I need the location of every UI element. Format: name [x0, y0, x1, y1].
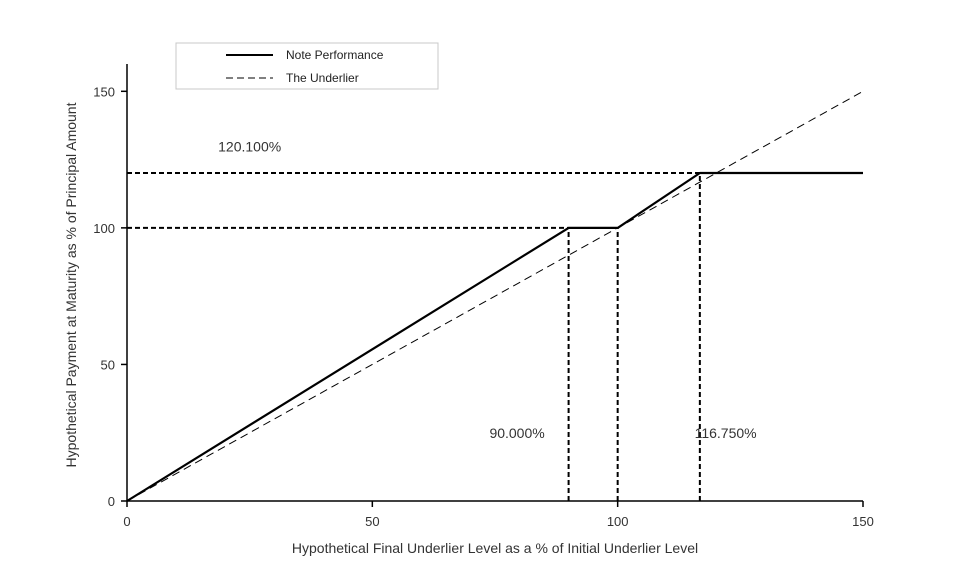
- legend-label-the-underlier: The Underlier: [286, 71, 359, 85]
- y-tick-label: 150: [93, 84, 115, 99]
- x-tick-label: 150: [852, 514, 874, 529]
- series-line-0: [126, 171, 863, 502]
- x-tick-label: 0: [123, 514, 130, 529]
- y-tick-label: 100: [93, 221, 115, 236]
- annotation-2: 116.750%: [695, 425, 757, 441]
- x-tick-label: 50: [365, 514, 379, 529]
- y-axis-title: Hypothetical Payment at Maturity as % of…: [63, 102, 79, 467]
- x-tick-label: 100: [607, 514, 629, 529]
- y-tick-label: 50: [101, 357, 115, 372]
- y-tick-label: 0: [108, 494, 115, 509]
- legend-box: [175, 42, 439, 90]
- annotation-0: 120.100%: [218, 138, 281, 154]
- annotation-1: 90.000%: [489, 425, 544, 441]
- x-axis-title: Hypothetical Final Underlier Level as a …: [292, 540, 698, 556]
- legend: Note Performance The Underlier: [175, 42, 439, 90]
- series-line-1: [126, 90, 864, 502]
- legend-label-note-performance: Note Performance: [286, 48, 384, 62]
- plot-area: 0 50 100 150 0 50 100 150 120.100% 90.000% 116.750…: [93, 64, 874, 529]
